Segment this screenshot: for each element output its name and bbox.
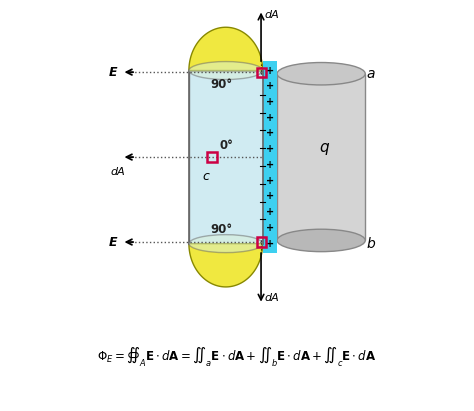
Text: +: +: [266, 81, 274, 91]
Bar: [257, 68, 266, 77]
Bar: [207, 152, 217, 162]
Text: +: +: [266, 97, 274, 107]
Polygon shape: [189, 27, 263, 71]
Text: q: q: [319, 140, 329, 155]
Text: +: +: [266, 65, 274, 76]
Text: $\Phi_E = \oiint_A \mathbf{E} \cdot d\mathbf{A} = \iint_a \mathbf{E} \cdot d\mat: $\Phi_E = \oiint_A \mathbf{E} \cdot d\ma…: [97, 345, 377, 369]
Text: +: +: [266, 207, 274, 217]
Text: +: +: [266, 144, 274, 154]
Ellipse shape: [189, 235, 263, 253]
Bar: [257, 237, 266, 247]
Text: dA: dA: [110, 167, 125, 177]
Polygon shape: [189, 244, 263, 287]
Bar: [189, 71, 263, 244]
Text: +: +: [266, 175, 274, 186]
Text: a: a: [367, 67, 375, 81]
Text: 0°: 0°: [219, 139, 233, 152]
Bar: [263, 61, 277, 253]
Text: c: c: [202, 170, 209, 183]
Text: +: +: [266, 160, 274, 170]
Text: +: +: [266, 129, 274, 139]
Text: 90°: 90°: [210, 79, 232, 92]
Text: b: b: [367, 237, 375, 251]
Text: +: +: [266, 239, 274, 249]
Ellipse shape: [277, 62, 365, 85]
Text: +: +: [266, 192, 274, 201]
Text: +: +: [266, 223, 274, 233]
Text: E: E: [108, 66, 117, 79]
Text: 90°: 90°: [210, 223, 232, 236]
Text: E: E: [108, 236, 117, 249]
Text: +: +: [266, 113, 274, 123]
Text: dA: dA: [265, 293, 280, 303]
Text: dA: dA: [265, 9, 280, 20]
Bar: [277, 74, 365, 240]
Ellipse shape: [277, 229, 365, 252]
Ellipse shape: [189, 62, 263, 79]
